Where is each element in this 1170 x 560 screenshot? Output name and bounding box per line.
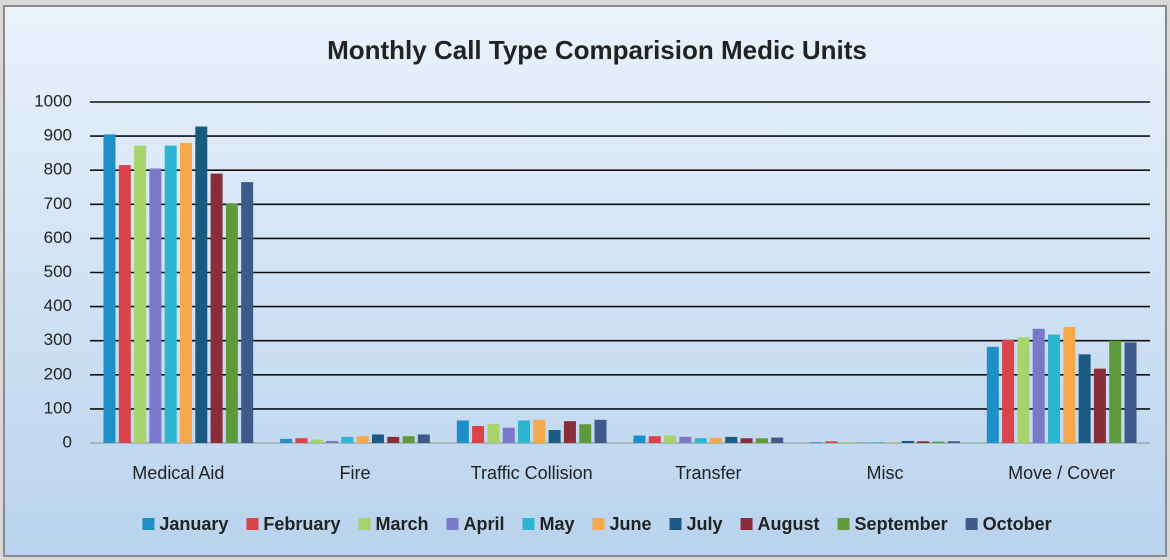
- bar: [901, 440, 914, 443]
- y-tick-label: 500: [44, 262, 72, 281]
- bar: [371, 434, 384, 443]
- bar: [417, 434, 430, 443]
- x-tick-label: Fire: [340, 463, 371, 483]
- bar: [594, 419, 607, 443]
- legend-label: March: [375, 514, 428, 534]
- bar: [402, 436, 415, 443]
- bar: [1109, 340, 1122, 443]
- bar: [917, 441, 930, 443]
- legend-label: June: [610, 514, 652, 534]
- bar: [633, 435, 646, 443]
- bar: [341, 436, 354, 443]
- bar: [648, 436, 661, 443]
- legend-label: August: [758, 514, 820, 534]
- bar: [755, 438, 768, 443]
- x-tick-label: Transfer: [675, 463, 741, 483]
- bar: [1124, 342, 1137, 443]
- y-tick-label: 700: [44, 194, 72, 213]
- legend-label: October: [983, 514, 1052, 534]
- y-tick-label: 800: [44, 160, 72, 179]
- bar: [225, 203, 238, 443]
- legend-label: January: [159, 514, 228, 534]
- bar: [563, 421, 576, 443]
- bar: [947, 441, 960, 443]
- bar: [709, 437, 722, 443]
- bar: [810, 442, 823, 443]
- bar: [179, 142, 192, 444]
- bar: [871, 442, 884, 443]
- bar: [725, 436, 738, 443]
- bar: [932, 441, 945, 443]
- legend-label: April: [463, 514, 504, 534]
- bar: [1002, 339, 1015, 443]
- y-tick-label: 0: [63, 432, 72, 451]
- y-tick-label: 900: [44, 126, 72, 145]
- bar: [280, 438, 293, 443]
- bar: [518, 420, 531, 443]
- bar: [210, 173, 223, 444]
- bar: [1032, 328, 1045, 443]
- y-tick-label: 200: [44, 364, 72, 383]
- bar: [387, 436, 400, 443]
- bar: [886, 442, 899, 443]
- legend-swatch: [522, 518, 535, 530]
- bar: [694, 438, 707, 443]
- bar: [1048, 334, 1061, 443]
- y-tick-label: 400: [44, 296, 72, 315]
- bar: [548, 430, 561, 443]
- bar: [740, 438, 753, 443]
- y-tick-label: 600: [44, 228, 72, 247]
- legend-label: February: [263, 514, 340, 534]
- y-tick-label: 1000: [34, 91, 72, 110]
- bar: [356, 436, 369, 443]
- bar: [456, 420, 469, 443]
- bar: [134, 145, 147, 443]
- bar: [664, 435, 677, 443]
- bar: [149, 168, 162, 443]
- bar: [502, 427, 515, 443]
- bar: [295, 438, 308, 443]
- bar: [825, 441, 838, 443]
- legend-swatch: [358, 518, 371, 530]
- y-tick-label: 100: [44, 398, 72, 417]
- legend-swatch: [669, 518, 682, 530]
- legend-swatch: [246, 518, 259, 530]
- legend-swatch: [592, 518, 605, 530]
- bar: [326, 440, 339, 443]
- chart-title: Monthly Call Type Comparision Medic Unit…: [327, 35, 867, 65]
- x-tick-label: Medical Aid: [132, 463, 224, 483]
- legend-swatch: [446, 518, 459, 530]
- legend-label: July: [687, 514, 723, 534]
- bar: [195, 126, 208, 443]
- bar: [310, 439, 323, 443]
- legend-label: September: [855, 514, 948, 534]
- legend-label: May: [539, 514, 574, 534]
- legend-swatch: [837, 518, 850, 530]
- x-tick-label: Misc: [867, 463, 904, 483]
- bar: [472, 425, 485, 443]
- legend-swatch: [965, 518, 978, 530]
- x-tick-label: Move / Cover: [1008, 463, 1115, 483]
- bar: [1017, 337, 1030, 443]
- bar: [103, 134, 116, 443]
- bar: [986, 346, 999, 443]
- bar: [1078, 354, 1091, 443]
- bar: [487, 423, 500, 443]
- bar: [679, 436, 692, 443]
- x-tick-label: Traffic Collision: [471, 463, 593, 483]
- bar: [533, 419, 546, 443]
- bar: [579, 424, 592, 443]
- bar: [840, 441, 853, 443]
- legend-swatch: [740, 518, 753, 530]
- bar: [164, 145, 177, 443]
- bar: [1093, 368, 1106, 443]
- y-tick-label: 300: [44, 330, 72, 349]
- bar: [241, 182, 254, 443]
- bar: [1063, 327, 1076, 443]
- legend-swatch: [142, 518, 155, 530]
- bar: [118, 165, 131, 443]
- bar: [771, 437, 784, 443]
- legend: January February March April May June July Augu…: [142, 514, 1052, 534]
